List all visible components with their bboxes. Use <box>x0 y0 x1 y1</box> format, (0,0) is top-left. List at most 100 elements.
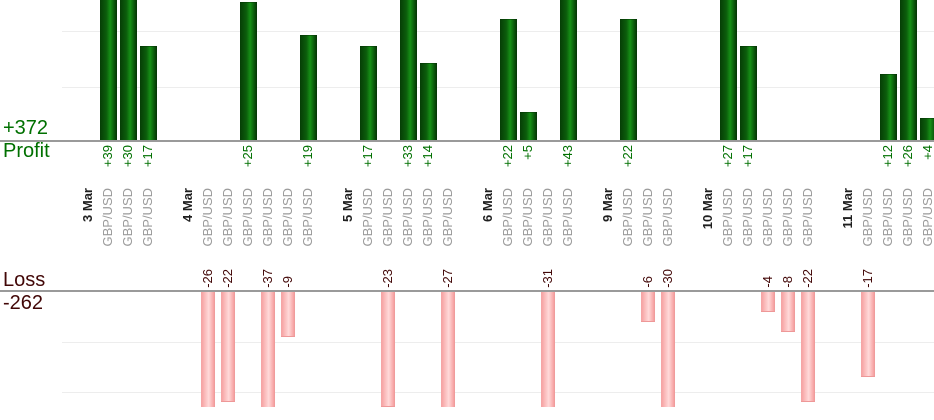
profit-bar <box>300 35 317 140</box>
loss-bars-area <box>0 292 934 407</box>
category-label-instrument: GBP/USD <box>860 188 875 247</box>
profit-bar <box>900 0 917 140</box>
loss-value-label: -31 <box>540 269 555 288</box>
profit-value-label: +39 <box>100 145 115 168</box>
loss-axis-title: Loss <box>3 269 46 291</box>
profit-bars-area <box>0 0 934 140</box>
profit-axis-title: Profit <box>3 140 50 162</box>
loss-bar <box>381 292 395 407</box>
category-label-instrument: GBP/USD <box>200 188 215 247</box>
category-label-instrument: GBP/USD <box>400 188 415 247</box>
category-label-instrument: GBP/USD <box>760 188 775 247</box>
category-label-date: 5 Mar <box>340 188 355 222</box>
category-label-instrument: GBP/USD <box>120 188 135 247</box>
loss-bar <box>761 292 775 312</box>
category-label-date: 3 Mar <box>80 188 95 222</box>
profit-value-label: +33 <box>400 145 415 168</box>
category-label-instrument: GBP/USD <box>920 188 934 247</box>
profit-value-label: +17 <box>140 145 155 168</box>
category-label-instrument: GBP/USD <box>620 188 635 247</box>
profit-bar <box>140 46 157 140</box>
category-label-instrument: GBP/USD <box>640 188 655 247</box>
category-label-instrument: GBP/USD <box>800 188 815 247</box>
category-label-instrument: GBP/USD <box>420 188 435 247</box>
loss-value-label: -37 <box>260 269 275 288</box>
profit-bar <box>880 74 897 140</box>
profit-value-label: +12 <box>880 145 895 168</box>
profit-bar <box>740 46 757 140</box>
profit-bar <box>240 2 257 140</box>
loss-value-label: -8 <box>780 276 795 288</box>
loss-bar <box>281 292 295 337</box>
category-label-instrument: GBP/USD <box>660 188 675 247</box>
loss-bar <box>201 292 215 407</box>
category-label-instrument: GBP/USD <box>780 188 795 247</box>
profit-bar <box>400 0 417 140</box>
loss-bar <box>781 292 795 332</box>
category-label-date: 6 Mar <box>480 188 495 222</box>
profit-bar <box>100 0 117 140</box>
category-label-date: 4 Mar <box>180 188 195 222</box>
profit-bar <box>720 0 737 140</box>
profit-bar <box>120 0 137 140</box>
category-label-instrument: GBP/USD <box>100 188 115 247</box>
category-label-instrument: GBP/USD <box>360 188 375 247</box>
profit-bar <box>360 46 377 140</box>
loss-bar <box>801 292 815 402</box>
loss-value-label: -22 <box>220 269 235 288</box>
loss-bar <box>861 292 875 377</box>
profit-value-label: +5 <box>520 145 535 160</box>
category-label-instrument: GBP/USD <box>280 188 295 247</box>
loss-value-label: -30 <box>660 269 675 288</box>
loss-bar <box>261 292 275 407</box>
profit-value-label: +26 <box>900 145 915 168</box>
profit-value-label: +43 <box>560 145 575 168</box>
category-label-instrument: GBP/USD <box>260 188 275 247</box>
loss-bar <box>541 292 555 407</box>
category-label-instrument: GBP/USD <box>140 188 155 247</box>
loss-value-label: -22 <box>800 269 815 288</box>
loss-bar <box>441 292 455 407</box>
category-label-instrument: GBP/USD <box>380 188 395 247</box>
category-label-instrument: GBP/USD <box>220 188 235 247</box>
category-label-instrument: GBP/USD <box>300 188 315 247</box>
category-label-instrument: GBP/USD <box>740 188 755 247</box>
profit-bar <box>920 118 934 140</box>
profit-value-label: +17 <box>740 145 755 168</box>
loss-gridline-20 <box>62 392 934 393</box>
profit-gridline-20 <box>62 31 934 32</box>
category-label-instrument: GBP/USD <box>560 188 575 247</box>
profit-value-label: +4 <box>920 145 934 160</box>
profit-value-label: +27 <box>720 145 735 168</box>
loss-axis-line <box>0 290 934 292</box>
profit-value-label: +17 <box>360 145 375 168</box>
category-label-date: 10 Mar <box>700 188 715 230</box>
category-label-instrument: GBP/USD <box>500 188 515 247</box>
profit-bar <box>420 63 437 140</box>
loss-bar <box>661 292 675 407</box>
loss-value-label: -4 <box>760 276 775 288</box>
category-label-instrument: GBP/USD <box>240 188 255 247</box>
profit-bar <box>520 112 537 140</box>
category-label-instrument: GBP/USD <box>540 188 555 247</box>
category-label-instrument: GBP/USD <box>880 188 895 247</box>
category-label-date: 9 Mar <box>600 188 615 222</box>
category-label-instrument: GBP/USD <box>900 188 915 247</box>
loss-gridline-10 <box>62 342 934 343</box>
loss-total-label: -262 <box>3 292 44 314</box>
category-label-instrument: GBP/USD <box>440 188 455 247</box>
profit-bar <box>500 19 517 140</box>
profit-bar <box>620 19 637 140</box>
profit-value-label: +22 <box>620 145 635 168</box>
loss-value-label: -26 <box>200 269 215 288</box>
profit-value-label: +22 <box>500 145 515 168</box>
category-label-instrument: GBP/USD <box>520 188 535 247</box>
loss-value-label: -6 <box>640 276 655 288</box>
profit-axis-line <box>0 140 934 142</box>
loss-value-label: -27 <box>440 269 455 288</box>
profit-gridline-10 <box>62 87 934 88</box>
loss-value-label: -23 <box>380 269 395 288</box>
profit-value-label: +19 <box>300 145 315 168</box>
profit-value-label: +14 <box>420 145 435 168</box>
